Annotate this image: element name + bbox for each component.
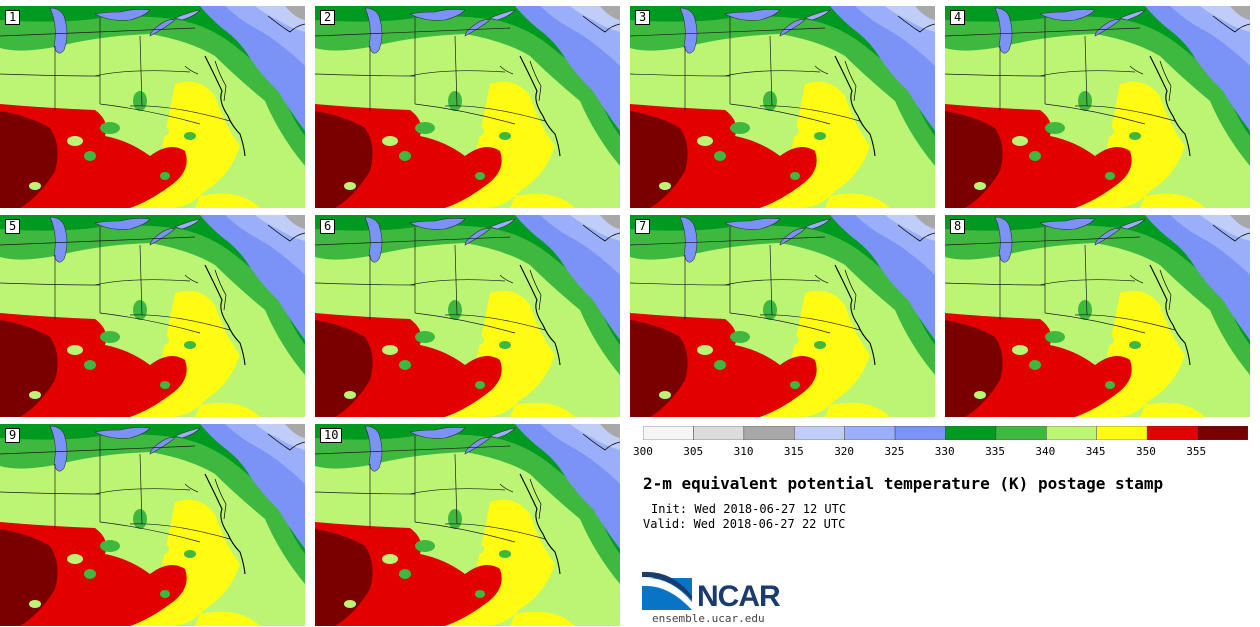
panel-label: 1 xyxy=(5,10,21,25)
map-panel: 2 xyxy=(315,6,620,208)
map-panel: 9 xyxy=(0,424,305,626)
map-panel: 1 xyxy=(0,6,305,208)
colorbar-segment xyxy=(894,426,946,440)
temperature-map xyxy=(315,215,620,417)
temperature-map xyxy=(315,6,620,208)
colorbar-tick-label: 355 xyxy=(1186,445,1207,458)
temperature-map xyxy=(945,6,1250,208)
figure-title: 2-m equivalent potential temperature (K)… xyxy=(643,474,1164,493)
panel-label: 4 xyxy=(950,10,966,25)
colorbar xyxy=(643,426,1248,440)
map-panel: 3 xyxy=(630,6,935,208)
map-panel: 4 xyxy=(945,6,1250,208)
init-time: Init: Wed 2018-06-27 12 UTC xyxy=(651,502,847,516)
panel-label: 6 xyxy=(320,219,336,234)
temperature-map xyxy=(945,215,1250,417)
ncar-logo-text: NCAR xyxy=(697,580,781,613)
panel-label: 2 xyxy=(320,10,336,25)
temperature-map xyxy=(0,215,305,417)
panel-label: 8 xyxy=(950,219,966,234)
colorbar-segment xyxy=(1197,426,1248,440)
temperature-map xyxy=(315,424,620,626)
valid-time: Valid: Wed 2018-06-27 22 UTC xyxy=(643,517,846,531)
map-panel: 10 xyxy=(315,424,620,626)
colorbar-tick-label: 315 xyxy=(783,445,804,458)
panel-label: 3 xyxy=(635,10,651,25)
colorbar-segment xyxy=(643,426,694,440)
panel-label: 10 xyxy=(320,428,343,443)
colorbar-segment xyxy=(945,426,997,440)
colorbar-tick-label: 300 xyxy=(633,445,653,458)
colorbar-segment xyxy=(794,426,845,440)
colorbar-tick-label: 330 xyxy=(934,445,955,458)
colorbar-segment xyxy=(1146,426,1198,440)
colorbar-tick-label: 320 xyxy=(834,445,855,458)
map-panel: 8 xyxy=(945,215,1250,417)
colorbar-segment xyxy=(844,426,896,440)
colorbar-segment xyxy=(743,426,795,440)
colorbar-tick-label: 350 xyxy=(1136,445,1156,458)
panel-label: 9 xyxy=(5,428,21,443)
map-panel: 6 xyxy=(315,215,620,417)
panel-label: 5 xyxy=(5,219,21,234)
colorbar-segment xyxy=(693,426,745,440)
temperature-map xyxy=(0,424,305,626)
colorbar-tick-label: 310 xyxy=(733,445,754,458)
colorbar-tick-label: 340 xyxy=(1035,445,1056,458)
temperature-map xyxy=(0,6,305,208)
temperature-map xyxy=(630,6,935,208)
colorbar-tick-label: 345 xyxy=(1085,445,1106,458)
temperature-map xyxy=(630,215,935,417)
panel-label: 7 xyxy=(635,219,651,234)
ncar-logo-icon xyxy=(642,571,692,610)
colorbar-segment xyxy=(1096,426,1148,440)
colorbar-segment xyxy=(995,426,1047,440)
colorbar-segment xyxy=(1046,426,1098,440)
colorbar-tick-label: 335 xyxy=(985,445,1005,458)
map-panel: 5 xyxy=(0,215,305,417)
colorbar-tick-label: 325 xyxy=(884,445,905,458)
colorbar-tick-labels: 300 305 310 315 320 325 330 335 340 345 350 355 xyxy=(633,445,1260,461)
map-panel: 7 xyxy=(630,215,935,417)
colorbar-tick-label: 305 xyxy=(683,445,704,458)
site-url: ensemble.ucar.edu xyxy=(652,612,765,625)
